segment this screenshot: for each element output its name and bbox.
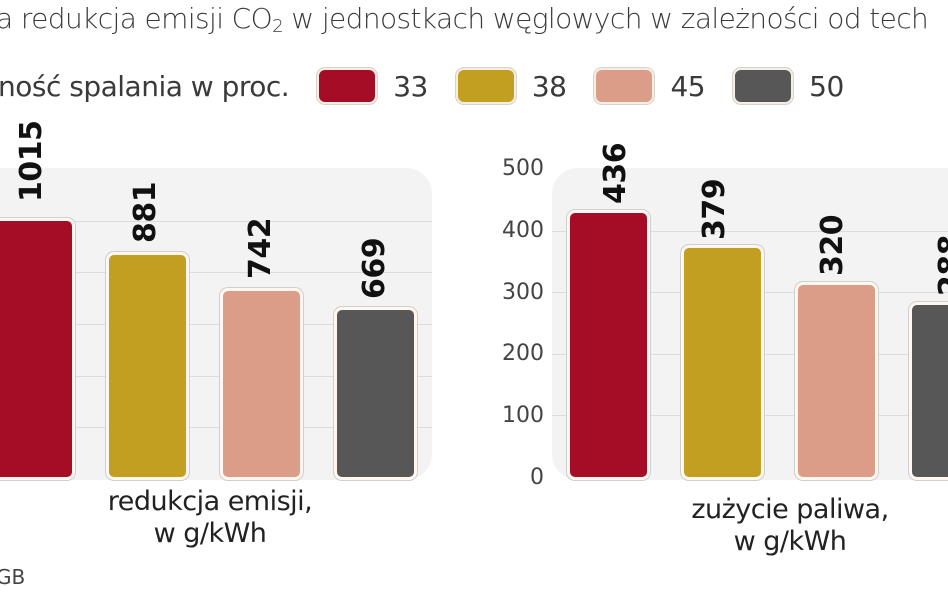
bar-38 [109,255,186,477]
legend-item-33: 33 [319,70,428,103]
gridline [552,231,948,232]
legend-item-38: 38 [457,70,567,103]
x-axis-title: redukcja emisji, w g/kWh [107,486,313,549]
bar-33 [0,221,72,477]
legend-swatch [596,70,653,102]
value-label: 436 [598,142,633,204]
value-label: 1015 [14,120,49,203]
value-label: 742 [243,217,278,279]
y-tick: 300 [502,280,544,305]
source-note: GB [0,565,26,589]
y-tick: 0 [530,465,544,490]
value-label: 379 [697,178,732,240]
legend-swatch [457,70,514,102]
gridline [0,376,432,377]
bar-50 [337,310,414,477]
y-tick: 400 [502,218,544,243]
y-tick: 100 [502,403,544,428]
y-tick: 500 [502,156,544,181]
legend: ność spalania w proc. 33 38 45 50 [0,64,874,108]
value-label: 288 [933,234,948,296]
legend-title: ność spalania w proc. [0,69,290,103]
gridline [0,427,432,428]
gridline [0,272,432,273]
x-axis-title: zużycie paliwa, w g/kWh [691,494,889,557]
legend-swatch [319,70,376,102]
legend-swatch [735,70,792,102]
value-label: 881 [128,181,163,243]
bar-38 [684,248,761,477]
legend-item-45: 45 [596,70,706,103]
bar-45 [798,285,875,477]
chart-title: a redukcja emisji CO2 w jednostkach węgl… [0,2,929,37]
bar-45 [223,291,300,477]
value-label: 320 [815,214,850,276]
y-tick: 200 [502,341,544,366]
gridline [0,324,432,325]
value-label: 669 [357,237,392,299]
legend-item-50: 50 [735,70,844,103]
gridline [0,221,432,222]
bar-50 [912,305,948,477]
bar-33 [570,213,647,477]
